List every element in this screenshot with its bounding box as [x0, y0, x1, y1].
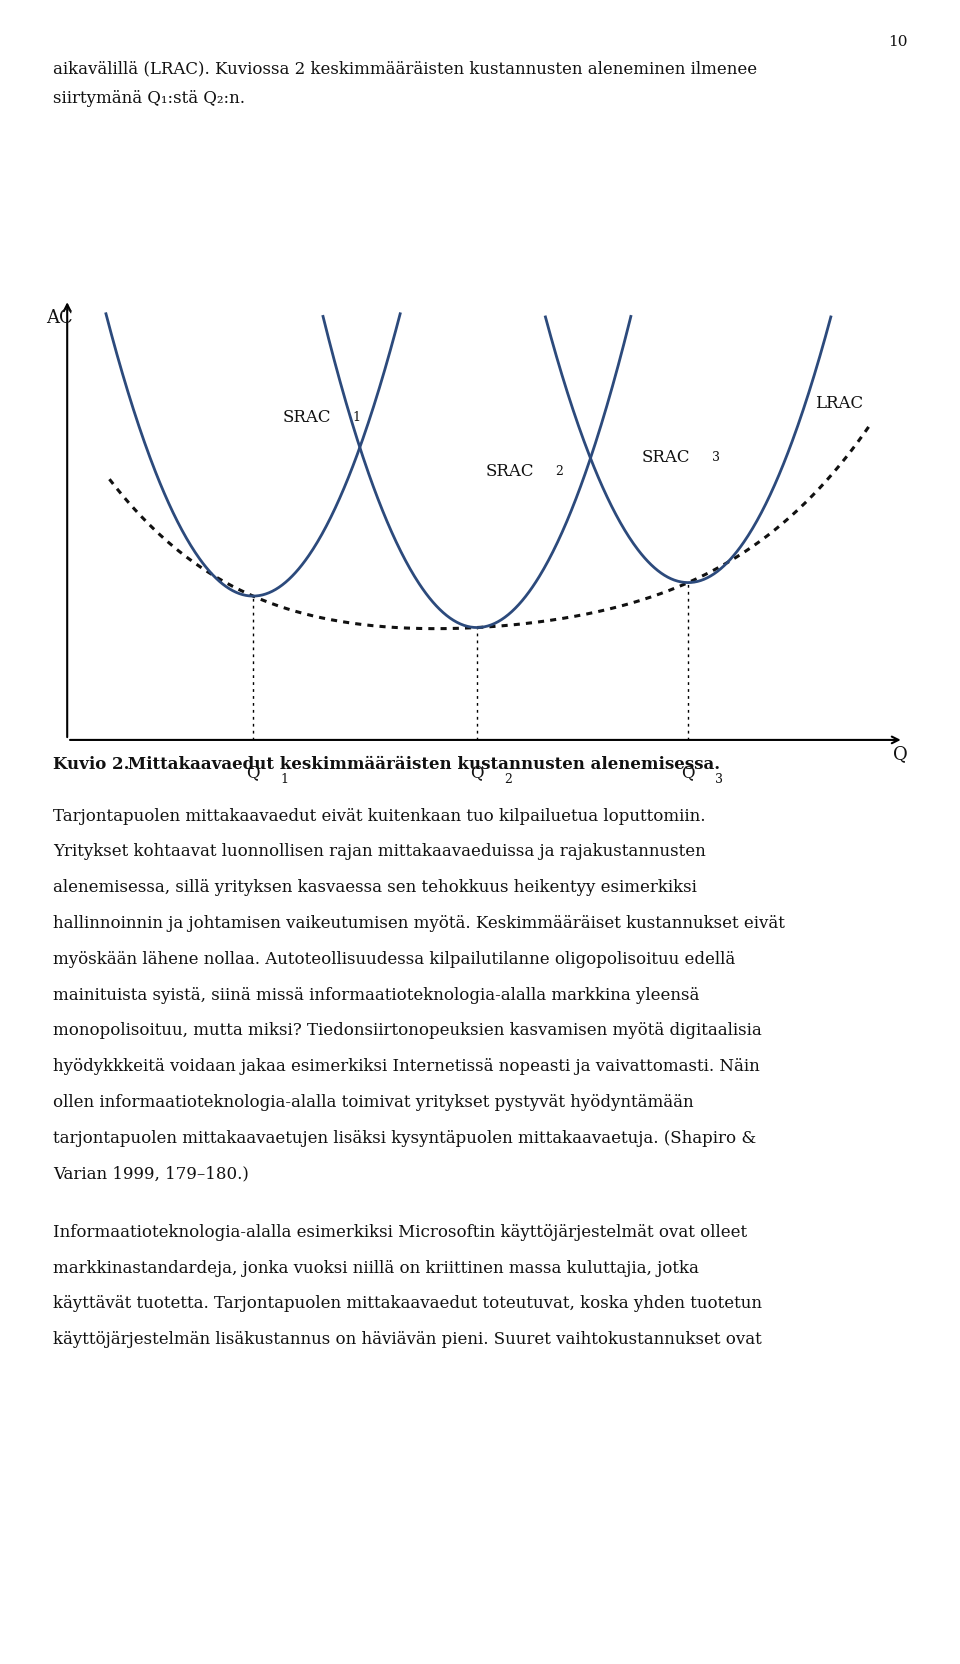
Text: käyttöjärjestelmän lisäkustannus on häviävän pieni. Suuret vaihtokustannukset ov: käyttöjärjestelmän lisäkustannus on hävi… [53, 1331, 761, 1348]
Text: mainituista syistä, siinä missä informaatioteknologia-alalla markkina yleensä: mainituista syistä, siinä missä informaa… [53, 985, 699, 1003]
Text: Informaatioteknologia-alalla esimerkiksi Microsoftin käyttöjärjestelmät ovat oll: Informaatioteknologia-alalla esimerkiksi… [53, 1223, 747, 1240]
Text: alenemisessa, sillä yrityksen kasvaessa sen tehokkuus heikentyy esimerkiksi: alenemisessa, sillä yrityksen kasvaessa … [53, 879, 697, 895]
Text: 3: 3 [715, 772, 723, 785]
Text: hallinnoinnin ja johtamisen vaikeutumisen myötä. Keskimmääräiset kustannukset ei: hallinnoinnin ja johtamisen vaikeutumise… [53, 915, 784, 932]
Text: Varian 1999, 179–180.): Varian 1999, 179–180.) [53, 1165, 249, 1181]
Text: SRAC: SRAC [641, 449, 690, 466]
Text: myöskään lähene nollaa. Autoteollisuudessa kilpailutilanne oligopolisoituu edell: myöskään lähene nollaa. Autoteollisuudes… [53, 950, 735, 967]
Text: 1: 1 [280, 772, 288, 785]
Text: SRAC: SRAC [282, 408, 331, 426]
Text: Q: Q [893, 745, 908, 764]
Text: AC: AC [46, 310, 73, 328]
Text: LRAC: LRAC [815, 394, 863, 413]
Text: 10: 10 [888, 35, 907, 48]
Text: 2: 2 [504, 772, 512, 785]
Text: markkinastandardeja, jonka vuoksi niillä on kriittinen massa kuluttajia, jotka: markkinastandardeja, jonka vuoksi niillä… [53, 1258, 699, 1276]
Text: ollen informaatioteknologia-alalla toimivat yritykset pystyvät hyödyntämään: ollen informaatioteknologia-alalla toimi… [53, 1093, 693, 1110]
Text: 2: 2 [556, 464, 564, 478]
Text: siirtymänä Q₁:stä Q₂:n.: siirtymänä Q₁:stä Q₂:n. [53, 90, 245, 106]
Text: Mittakaavaedut keskimmääräisten kustannusten alenemisessa.: Mittakaavaedut keskimmääräisten kustannu… [122, 755, 720, 772]
Text: hyödykkkeitä voidaan jakaa esimerkiksi Internetissä nopeasti ja vaivattomasti. N: hyödykkkeitä voidaan jakaa esimerkiksi I… [53, 1058, 759, 1075]
Text: Yritykset kohtaavat luonnollisen rajan mittakaavaeduissa ja rajakustannusten: Yritykset kohtaavat luonnollisen rajan m… [53, 842, 706, 860]
Text: Kuvio 2.: Kuvio 2. [53, 755, 130, 772]
Text: aikavälillä (LRAC). Kuviossa 2 keskimmääräisten kustannusten aleneminen ilmenee: aikavälillä (LRAC). Kuviossa 2 keskimmää… [53, 60, 756, 77]
Text: SRAC: SRAC [486, 463, 534, 479]
Text: monopolisoituu, mutta miksi? Tiedonsiirtonopeuksien kasvamisen myötä digitaalisi: monopolisoituu, mutta miksi? Tiedonsiirt… [53, 1022, 761, 1038]
Text: Q: Q [247, 764, 260, 780]
Text: Tarjontapuolen mittakaavaedut eivät kuitenkaan tuo kilpailuetua loputtomiin.: Tarjontapuolen mittakaavaedut eivät kuit… [53, 807, 706, 824]
Text: 1: 1 [352, 411, 361, 424]
Text: Q: Q [470, 764, 484, 780]
Text: Q: Q [682, 764, 695, 780]
Text: tarjontapuolen mittakaavaetujen lisäksi kysyntäpuolen mittakaavaetuja. (Shapiro : tarjontapuolen mittakaavaetujen lisäksi … [53, 1128, 756, 1146]
Text: käyttävät tuotetta. Tarjontapuolen mittakaavaedut toteutuvat, koska yhden tuotet: käyttävät tuotetta. Tarjontapuolen mitta… [53, 1295, 762, 1311]
Text: 3: 3 [711, 451, 720, 464]
